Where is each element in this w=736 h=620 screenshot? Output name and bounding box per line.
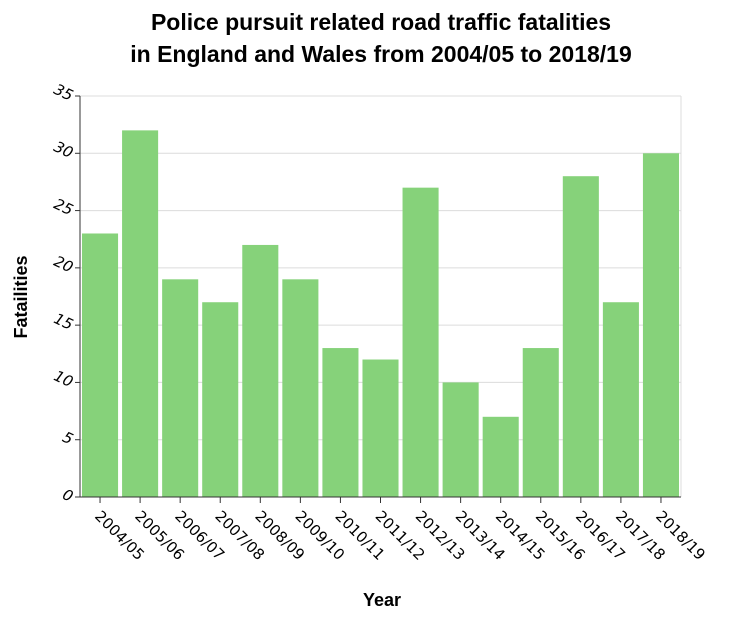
bar <box>482 416 519 497</box>
bars <box>82 130 679 498</box>
y-tick-label: 35 <box>51 80 76 104</box>
y-tick-label: 30 <box>51 138 76 162</box>
bar <box>642 153 679 498</box>
bar <box>162 279 199 497</box>
chart-title-line-2: in England and Wales from 2004/05 to 201… <box>130 41 632 67</box>
bar <box>362 359 399 497</box>
bar <box>602 302 639 497</box>
chart-title-line-1: Police pursuit related road traffic fata… <box>151 9 611 35</box>
y-tick-labels: 0 5 10 15 20 25 30 35 <box>51 80 76 505</box>
bar <box>202 302 239 497</box>
x-tick-labels: 2004/052005/062006/072007/082008/092009/… <box>91 507 709 564</box>
y-axis-label: Fatailities <box>11 255 31 338</box>
bar <box>522 348 559 497</box>
bar <box>122 130 159 497</box>
y-tick-label: 10 <box>51 367 76 391</box>
bar <box>282 279 319 497</box>
bar <box>82 233 119 497</box>
bar <box>402 187 439 497</box>
bar <box>322 348 359 497</box>
bar <box>242 244 279 497</box>
x-axis-label: Year <box>363 590 401 610</box>
y-tick-label: 15 <box>51 309 76 333</box>
y-tick-label: 5 <box>60 428 76 448</box>
bar <box>562 176 599 497</box>
y-tick-label: 25 <box>51 195 76 219</box>
bar <box>442 382 479 497</box>
y-tick-label: 0 <box>60 485 76 505</box>
y-tick-label: 20 <box>51 252 76 276</box>
axes <box>75 95 681 503</box>
